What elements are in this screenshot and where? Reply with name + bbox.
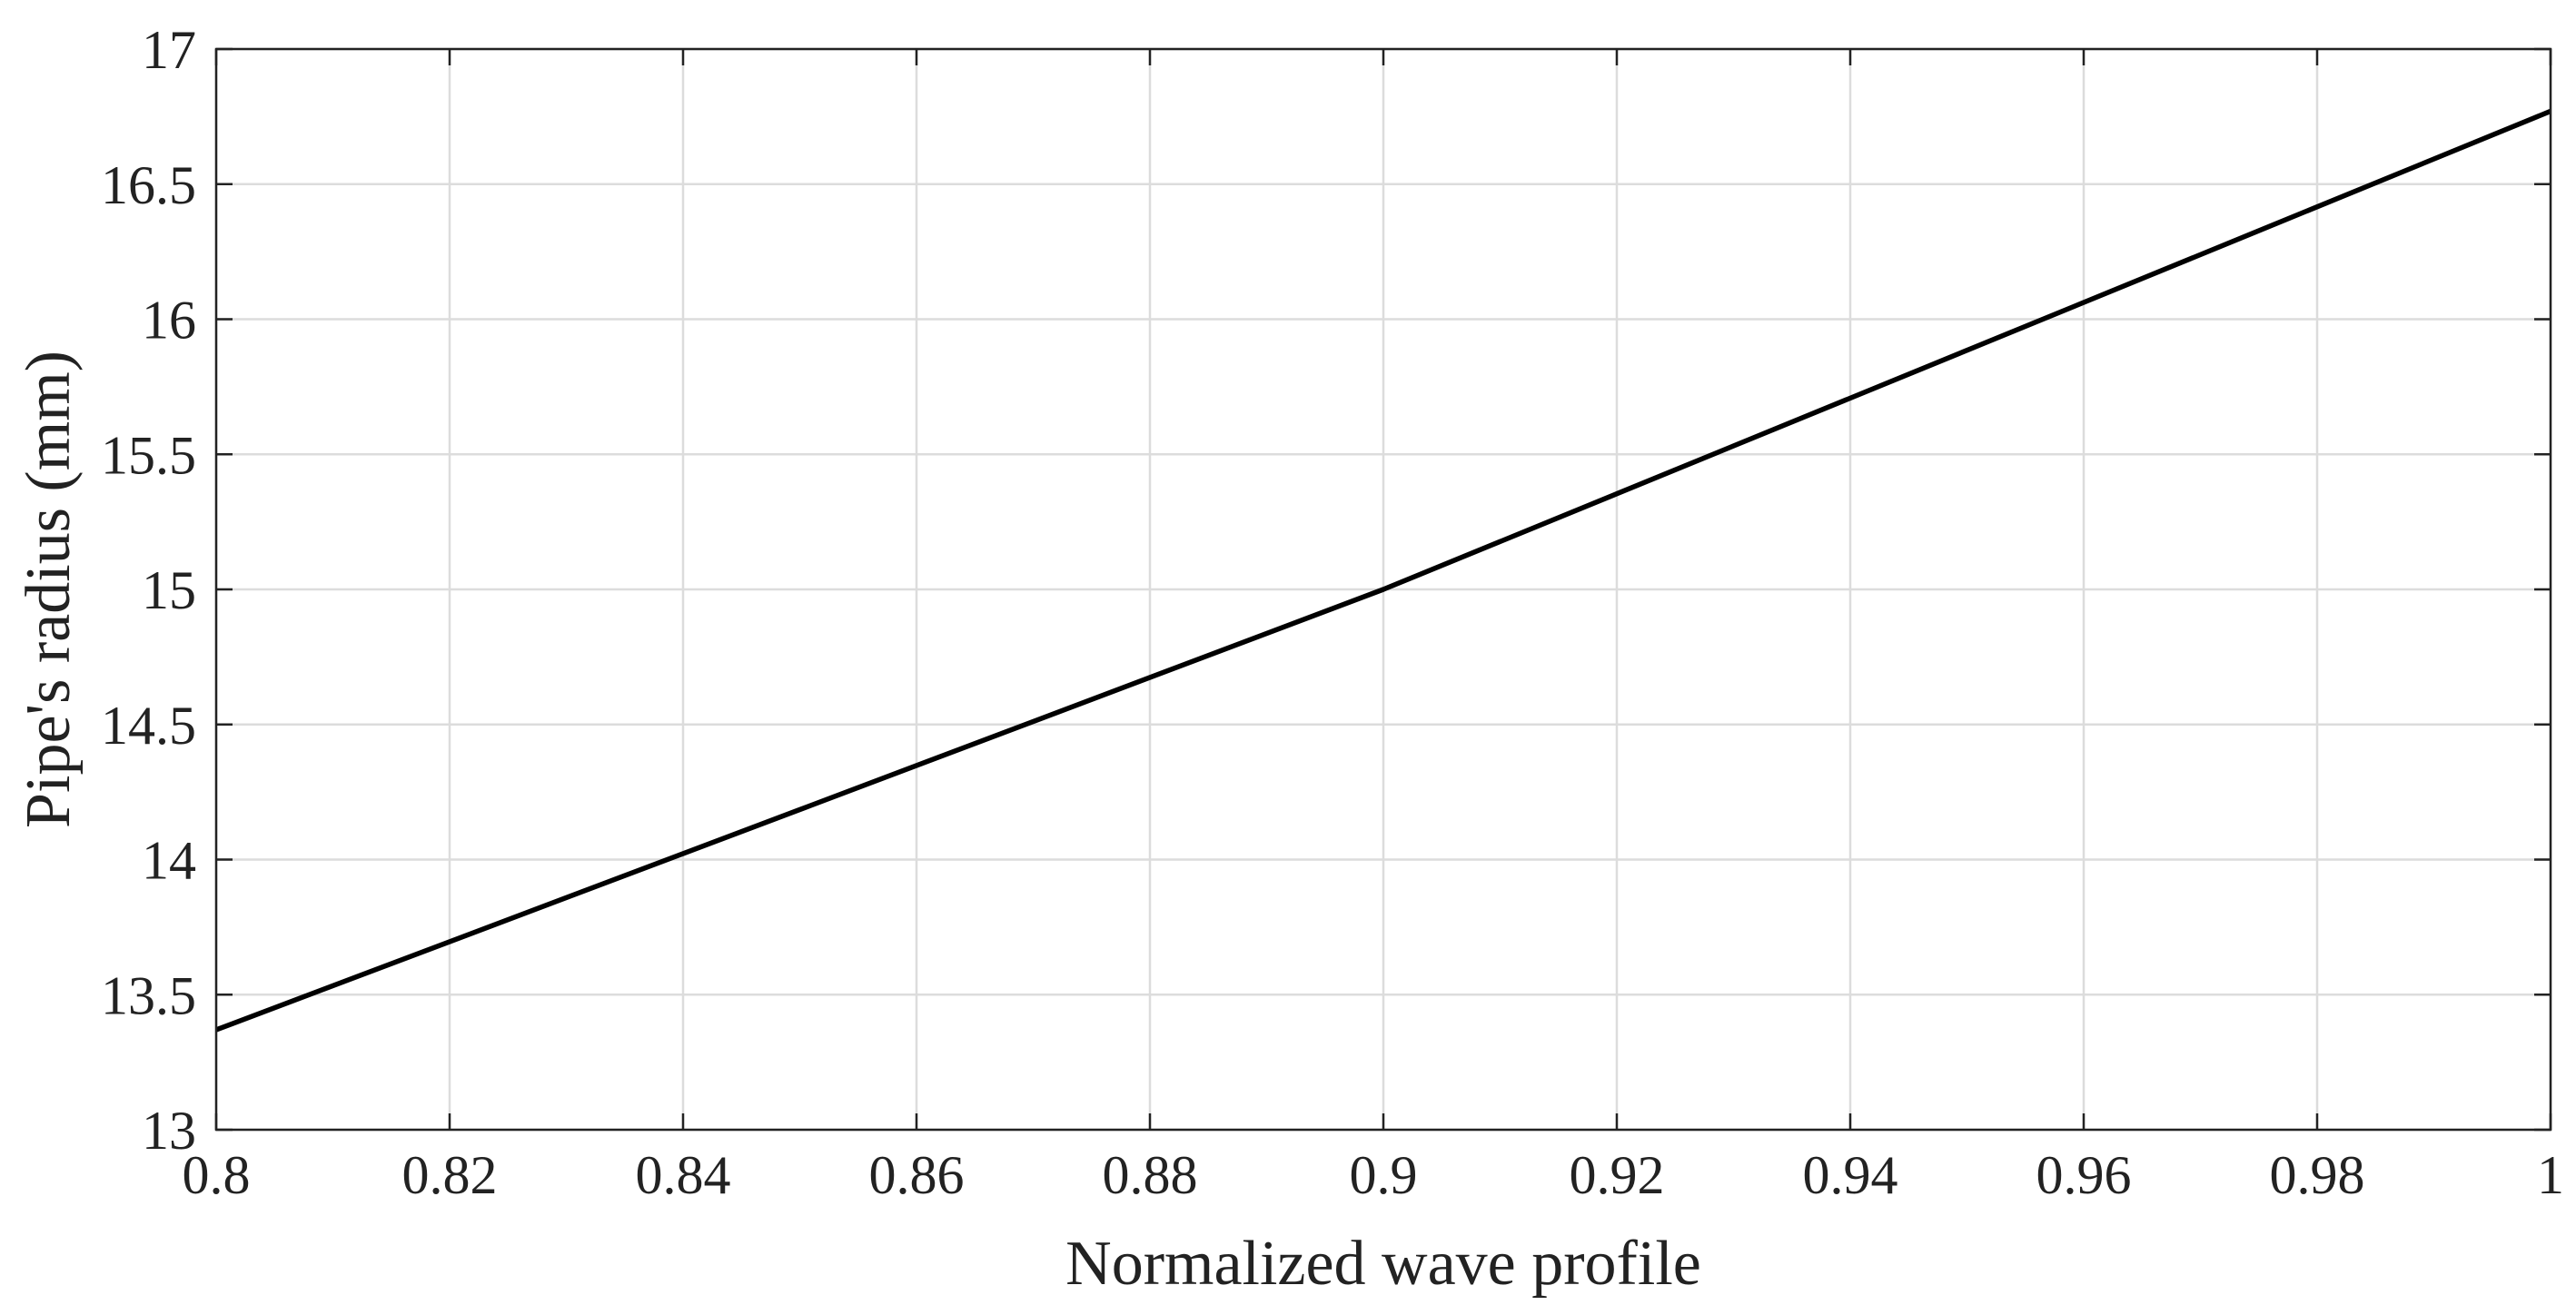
x-tick-label: 0.92: [1570, 1145, 1665, 1205]
x-axis-tick-labels: 0.8 0.82 0.84 0.86 0.88 0.9 0.92 0.94 0.96 0.98 1: [183, 1145, 2565, 1205]
x-tick-label: 0.94: [1803, 1145, 1898, 1205]
x-axis-title: Normalized wave profile: [1065, 1229, 1701, 1299]
y-axis-tick-labels: 13 13.5 14 14.5 15 15.5 16 16.5 17: [101, 20, 196, 1161]
series-line: [215, 108, 2552, 1033]
x-tick-label: 0.98: [2270, 1145, 2365, 1205]
x-tick-label: 0.82: [402, 1145, 498, 1205]
x-tick-label: 0.84: [636, 1145, 731, 1205]
x-tick-label: 0.96: [2036, 1145, 2132, 1205]
y-tick-label: 13: [142, 1101, 196, 1161]
series-layer: [215, 108, 2552, 1033]
x-tick-label: 0.9: [1350, 1145, 1418, 1205]
y-tick-label: 13.5: [101, 965, 196, 1025]
x-tick-label: 0.88: [1103, 1145, 1198, 1205]
y-tick-label: 16: [142, 291, 196, 351]
y-tick-label: 15: [142, 560, 196, 620]
y-tick-label: 16.5: [101, 155, 196, 215]
x-tick-label: 0.86: [869, 1145, 965, 1205]
x-tick-label: 0.8: [183, 1145, 251, 1205]
tick-marks: [214, 47, 2552, 1132]
y-tick-label: 15.5: [101, 425, 196, 485]
y-axis-title: Pipe's radius (mm): [14, 351, 84, 828]
x-tick-label: 1: [2537, 1145, 2564, 1205]
y-tick-label: 14: [142, 831, 196, 891]
y-tick-label: 14.5: [101, 696, 196, 756]
y-tick-label: 17: [142, 20, 196, 80]
